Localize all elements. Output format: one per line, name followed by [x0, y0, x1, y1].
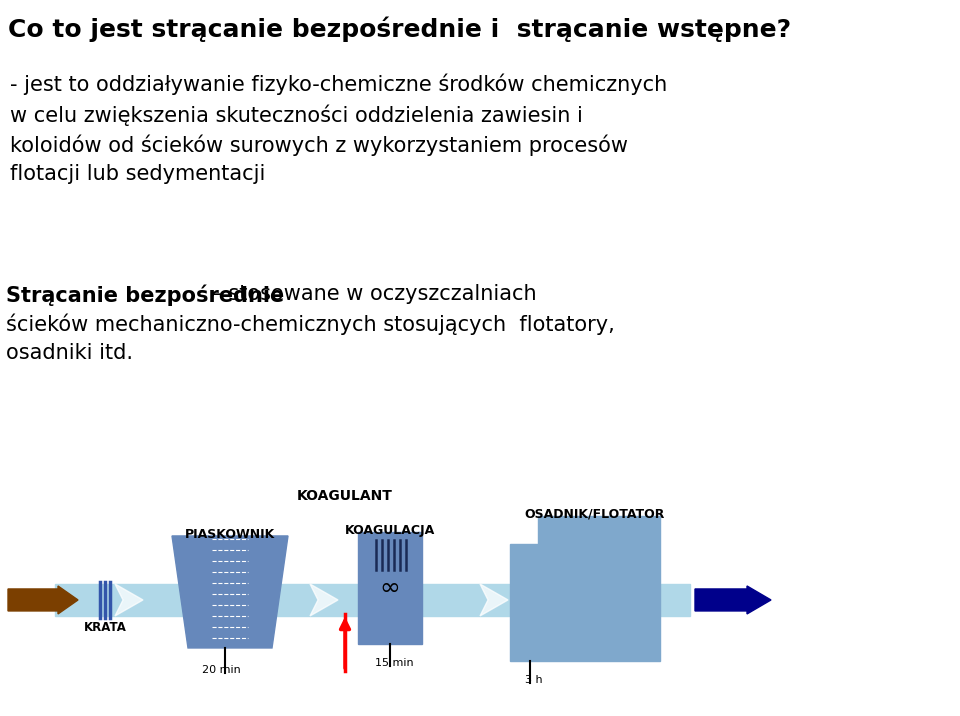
- Bar: [55, 584, 690, 616]
- Text: 15 min: 15 min: [375, 658, 414, 668]
- Polygon shape: [510, 516, 660, 661]
- Polygon shape: [115, 584, 143, 616]
- Text: KOAGULACJA: KOAGULACJA: [345, 524, 435, 537]
- Text: KRATA: KRATA: [84, 621, 127, 634]
- Polygon shape: [390, 584, 418, 616]
- Text: PIASKOWNIK: PIASKOWNIK: [185, 528, 276, 541]
- Text: KOAGULANT: KOAGULANT: [297, 489, 393, 503]
- Polygon shape: [195, 584, 223, 616]
- Polygon shape: [480, 584, 508, 616]
- Text: Strącanie bezpośrednie: Strącanie bezpośrednie: [6, 284, 284, 306]
- Text: - jest to oddziaływanie fizyko-chemiczne środków chemicznych
w celu zwiększenia : - jest to oddziaływanie fizyko-chemiczne…: [10, 74, 667, 184]
- Text: Co to jest strącanie bezpośrednie i  strącanie wstępne?: Co to jest strącanie bezpośrednie i strą…: [8, 16, 791, 42]
- Polygon shape: [570, 584, 598, 616]
- Text: 3 h: 3 h: [525, 675, 542, 685]
- Polygon shape: [172, 536, 288, 648]
- Text: 20 min: 20 min: [202, 665, 241, 675]
- Polygon shape: [310, 584, 338, 616]
- Text: OSADNIK/FLOTATOR: OSADNIK/FLOTATOR: [525, 508, 665, 521]
- Text: ∞: ∞: [379, 576, 400, 600]
- Polygon shape: [8, 586, 78, 614]
- Polygon shape: [695, 586, 771, 614]
- Text: – stosowane w oczyszczalniach
ścieków mechaniczno-chemicznych stosujących  flota: – stosowane w oczyszczalniach ścieków me…: [6, 284, 614, 362]
- Polygon shape: [358, 532, 422, 644]
